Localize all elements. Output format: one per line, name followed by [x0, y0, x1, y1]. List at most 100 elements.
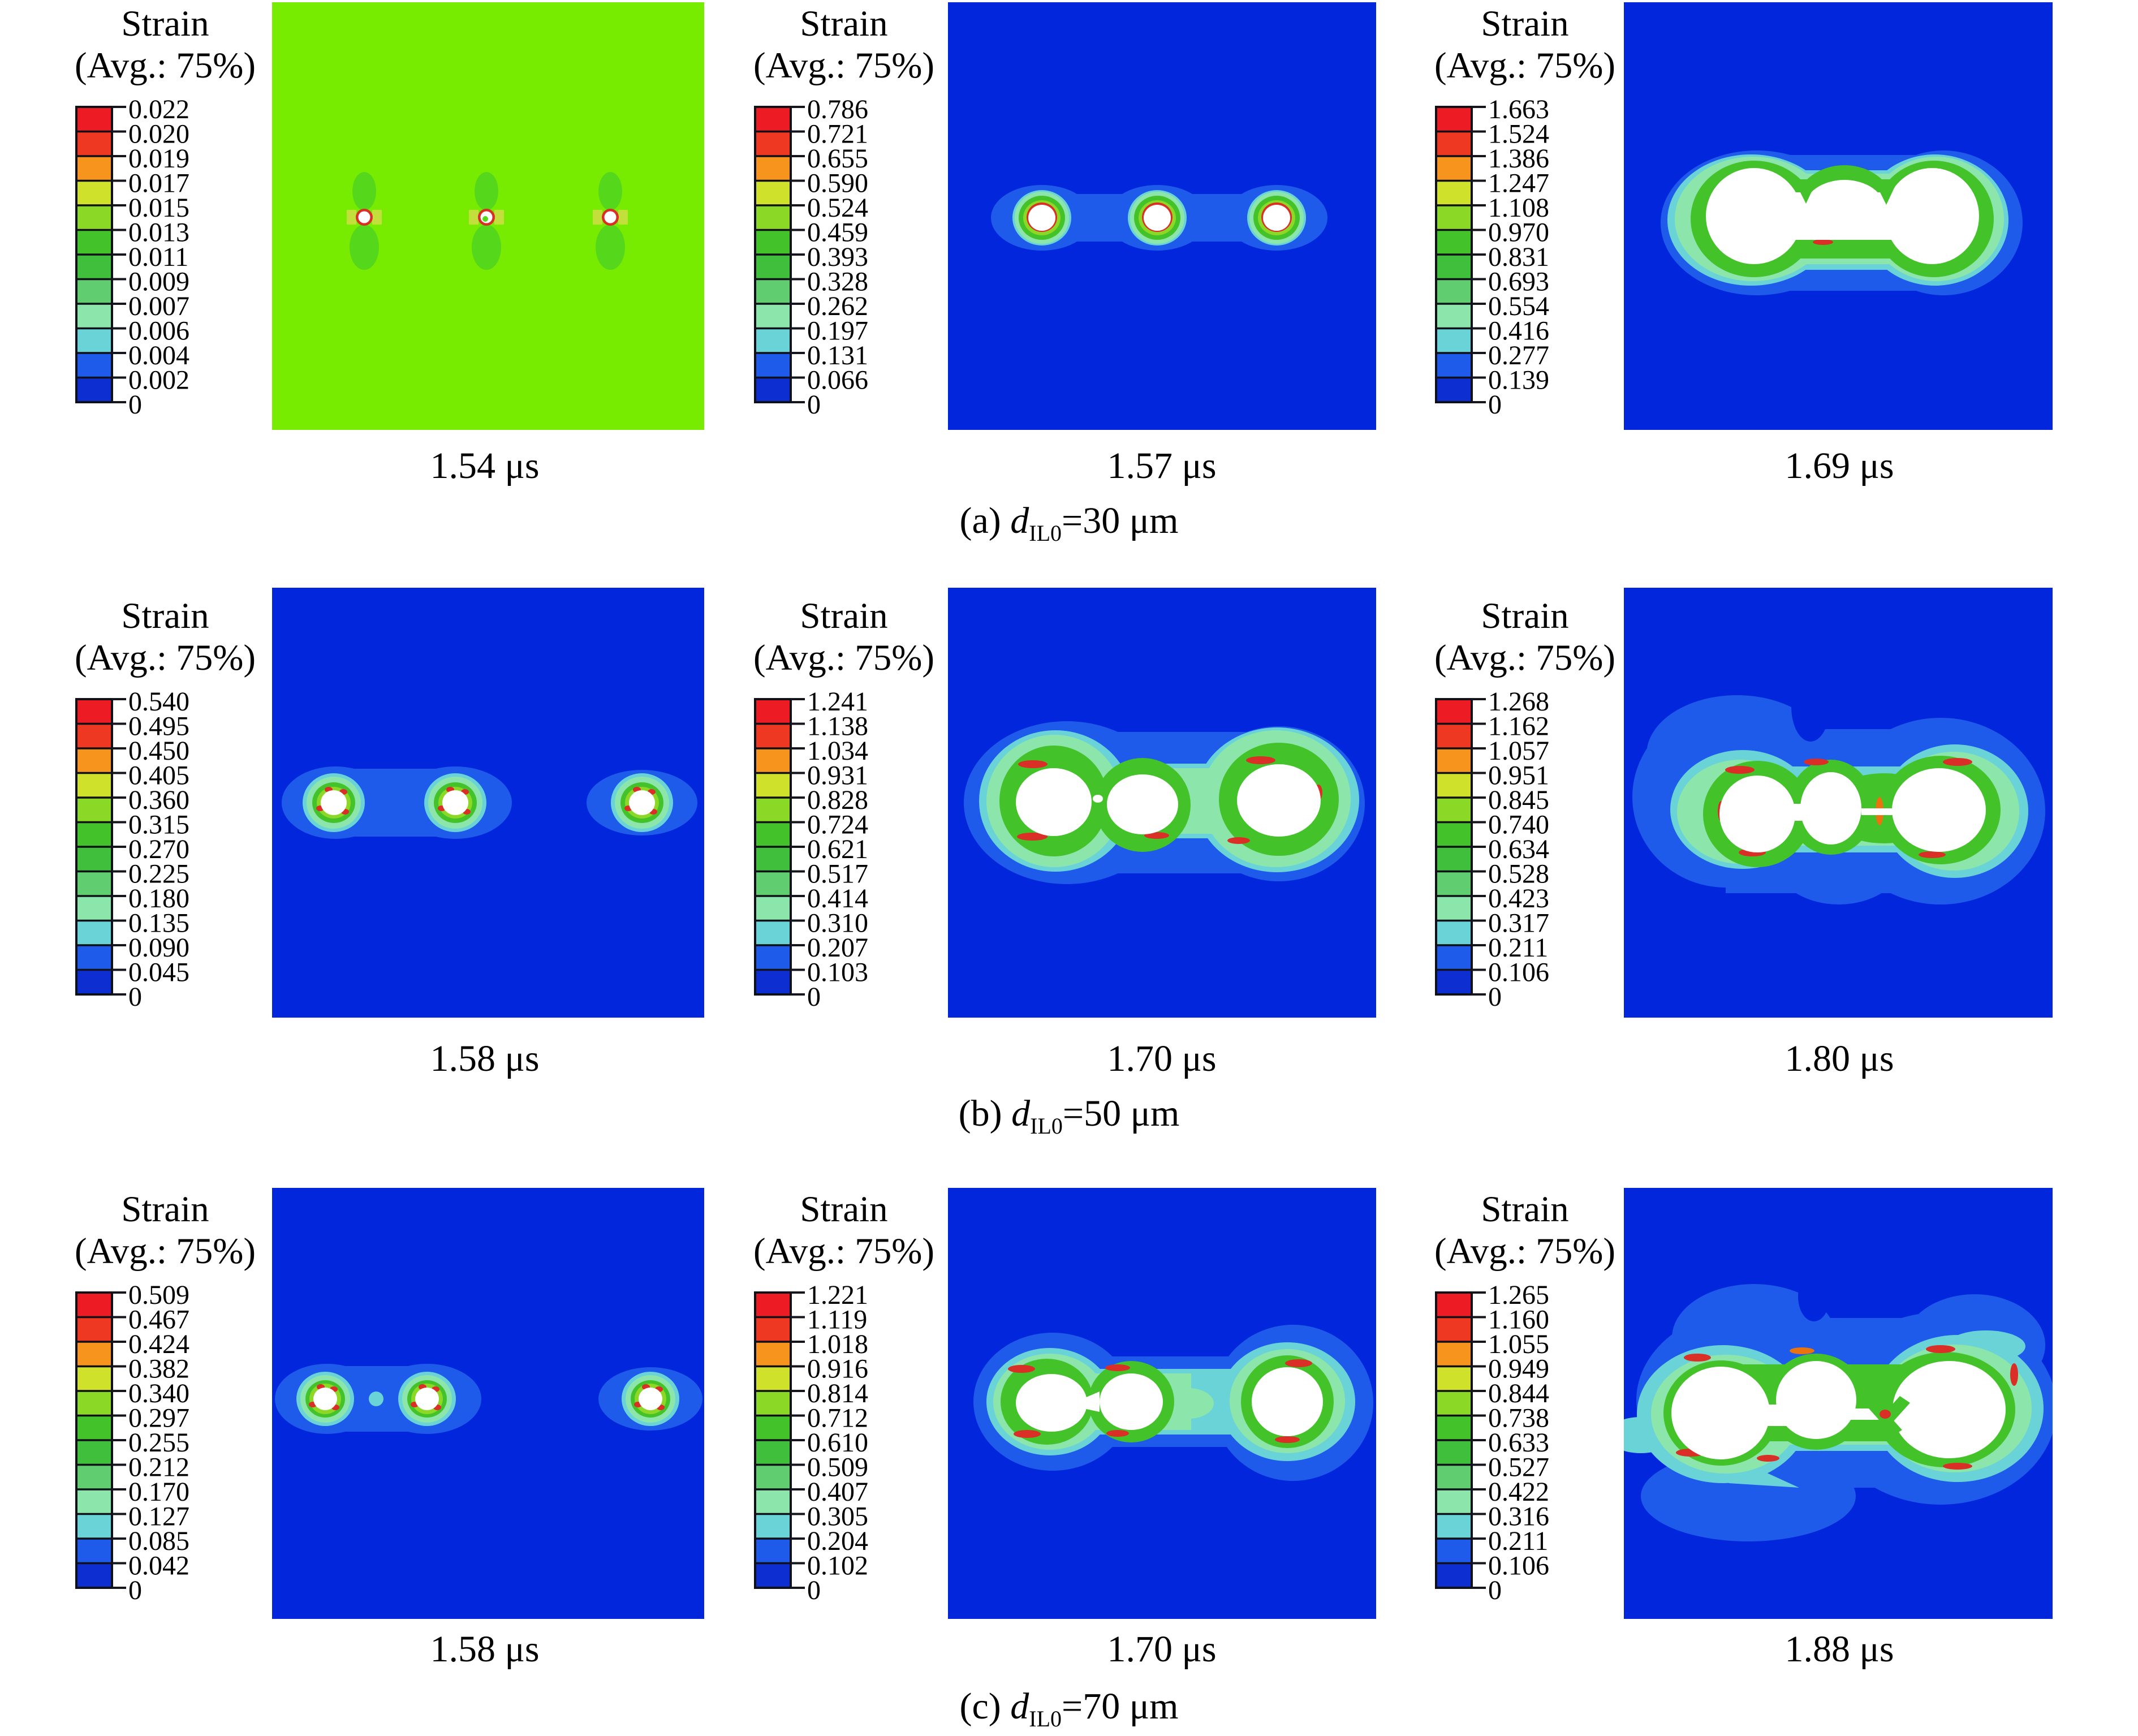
svg-text:0.103: 0.103 — [807, 958, 868, 988]
svg-text:0.315: 0.315 — [128, 810, 189, 840]
svg-text:0: 0 — [807, 390, 821, 420]
svg-text:0.509: 0.509 — [807, 1453, 868, 1483]
svg-text:0.017: 0.017 — [128, 169, 189, 199]
svg-text:0.590: 0.590 — [807, 169, 868, 199]
svg-text:0.011: 0.011 — [128, 242, 188, 272]
svg-text:0.610: 0.610 — [807, 1428, 868, 1458]
svg-text:0.316: 0.316 — [1488, 1502, 1549, 1532]
svg-text:Strain: Strain — [1481, 1189, 1568, 1230]
svg-text:Strain: Strain — [121, 3, 209, 44]
svg-text:0: 0 — [128, 982, 142, 1012]
svg-text:1.055: 1.055 — [1488, 1329, 1549, 1359]
svg-text:(Avg.: 75%): (Avg.: 75%) — [753, 45, 934, 86]
svg-text:0.102: 0.102 — [807, 1551, 868, 1581]
svg-text:(Avg.: 75%): (Avg.: 75%) — [753, 637, 934, 678]
svg-text:0.090: 0.090 — [128, 933, 189, 963]
svg-text:0.340: 0.340 — [128, 1379, 189, 1408]
svg-text:1.58 μs: 1.58 μs — [430, 1629, 539, 1670]
svg-text:0.131: 0.131 — [807, 341, 868, 371]
svg-text:(c) dIL0=70 μm: (c) dIL0=70 μm — [960, 1686, 1179, 1731]
svg-text:1.265: 1.265 — [1488, 1280, 1549, 1310]
svg-text:0.255: 0.255 — [128, 1428, 189, 1458]
svg-text:0.740: 0.740 — [1488, 810, 1549, 840]
svg-text:0.006: 0.006 — [128, 316, 189, 346]
svg-text:0.724: 0.724 — [807, 810, 868, 840]
svg-text:0.204: 0.204 — [807, 1526, 868, 1556]
svg-text:1.663: 1.663 — [1488, 94, 1549, 124]
svg-text:Strain: Strain — [800, 1189, 887, 1230]
svg-text:0.106: 0.106 — [1488, 1551, 1549, 1581]
svg-text:0.170: 0.170 — [128, 1477, 189, 1507]
svg-text:0.197: 0.197 — [807, 316, 868, 346]
svg-text:0.423: 0.423 — [1488, 884, 1549, 914]
svg-text:1.034: 1.034 — [807, 736, 868, 766]
svg-text:0.007: 0.007 — [128, 291, 189, 321]
svg-text:0.422: 0.422 — [1488, 1477, 1549, 1507]
svg-text:0.002: 0.002 — [128, 365, 189, 395]
svg-text:(b) dIL0=50 μm: (b) dIL0=50 μm — [959, 1093, 1180, 1139]
svg-text:0.328: 0.328 — [807, 267, 868, 297]
svg-text:0.931: 0.931 — [807, 761, 868, 791]
svg-text:1.524: 1.524 — [1488, 119, 1549, 149]
svg-text:0.310: 0.310 — [807, 908, 868, 938]
svg-text:0.831: 0.831 — [1488, 242, 1549, 272]
svg-text:0.495: 0.495 — [128, 712, 189, 742]
svg-text:0: 0 — [807, 982, 821, 1012]
svg-text:0.970: 0.970 — [1488, 218, 1549, 248]
svg-text:0.528: 0.528 — [1488, 859, 1549, 889]
svg-text:0.916: 0.916 — [807, 1354, 868, 1384]
svg-text:0.180: 0.180 — [128, 884, 189, 914]
svg-text:1.018: 1.018 — [807, 1329, 868, 1359]
svg-text:1.057: 1.057 — [1488, 736, 1549, 766]
svg-text:0.424: 0.424 — [128, 1329, 189, 1359]
svg-text:0.554: 0.554 — [1488, 291, 1549, 321]
svg-text:1.119: 1.119 — [807, 1305, 867, 1335]
svg-text:0.382: 0.382 — [128, 1354, 189, 1384]
svg-text:0.517: 0.517 — [807, 859, 868, 889]
svg-text:1.70 μs: 1.70 μs — [1107, 1629, 1216, 1670]
svg-text:0: 0 — [1488, 1575, 1502, 1605]
svg-text:0.009: 0.009 — [128, 267, 189, 297]
svg-text:(a) dIL0=30 μm: (a) dIL0=30 μm — [960, 500, 1179, 546]
svg-text:0.828: 0.828 — [807, 785, 868, 815]
svg-text:0.042: 0.042 — [128, 1551, 189, 1581]
svg-text:Strain: Strain — [121, 1189, 209, 1230]
svg-text:0.405: 0.405 — [128, 761, 189, 791]
svg-text:0: 0 — [128, 390, 142, 420]
svg-text:(Avg.: 75%): (Avg.: 75%) — [75, 45, 256, 86]
svg-text:Strain: Strain — [1481, 596, 1568, 636]
svg-text:0.211: 0.211 — [1488, 933, 1548, 963]
svg-text:0.416: 0.416 — [1488, 316, 1549, 346]
svg-text:0.106: 0.106 — [1488, 958, 1549, 988]
svg-text:0: 0 — [128, 1575, 142, 1605]
svg-text:0.019: 0.019 — [128, 144, 189, 174]
svg-text:0.015: 0.015 — [128, 193, 189, 223]
svg-text:1.221: 1.221 — [807, 1280, 868, 1310]
svg-text:Strain: Strain — [121, 596, 209, 636]
svg-text:0: 0 — [1488, 982, 1502, 1012]
svg-text:1.108: 1.108 — [1488, 193, 1549, 223]
svg-text:0.951: 0.951 — [1488, 761, 1549, 791]
svg-text:0.085: 0.085 — [128, 1526, 189, 1556]
svg-text:1.58 μs: 1.58 μs — [430, 1038, 539, 1079]
svg-text:0.004: 0.004 — [128, 341, 189, 371]
svg-text:0.844: 0.844 — [1488, 1379, 1549, 1408]
svg-text:(Avg.: 75%): (Avg.: 75%) — [1434, 45, 1615, 86]
svg-text:0.225: 0.225 — [128, 859, 189, 889]
svg-text:0.712: 0.712 — [807, 1403, 868, 1433]
svg-text:(Avg.: 75%): (Avg.: 75%) — [1434, 637, 1615, 678]
svg-text:0.509: 0.509 — [128, 1280, 189, 1310]
svg-text:0.949: 0.949 — [1488, 1354, 1549, 1384]
svg-text:1.241: 1.241 — [807, 687, 868, 717]
svg-text:0.022: 0.022 — [128, 94, 189, 124]
svg-text:0.305: 0.305 — [807, 1502, 868, 1532]
svg-text:0.634: 0.634 — [1488, 834, 1549, 864]
svg-text:0.013: 0.013 — [128, 218, 189, 248]
svg-text:0.212: 0.212 — [128, 1453, 189, 1483]
svg-text:0.467: 0.467 — [128, 1305, 189, 1335]
svg-text:0.360: 0.360 — [128, 785, 189, 815]
svg-text:0.540: 0.540 — [128, 687, 189, 717]
svg-text:(Avg.: 75%): (Avg.: 75%) — [753, 1231, 934, 1272]
svg-text:0.207: 0.207 — [807, 933, 868, 963]
svg-text:0.135: 0.135 — [128, 908, 189, 938]
